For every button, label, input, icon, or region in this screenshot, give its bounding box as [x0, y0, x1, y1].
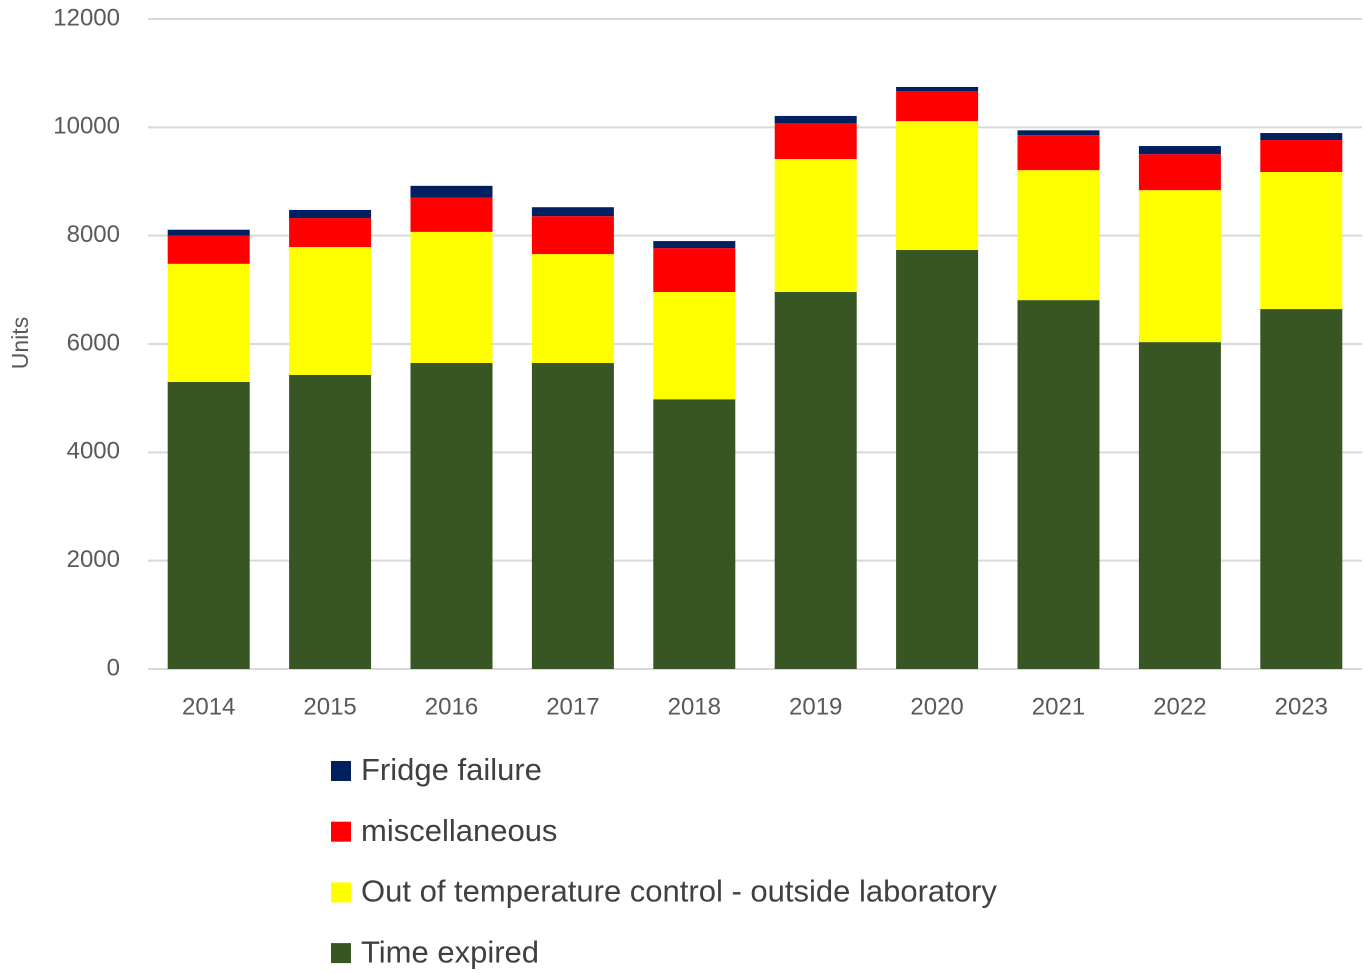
bar-segment	[1017, 135, 1100, 171]
bar-segment	[167, 381, 250, 669]
bar-segment	[653, 241, 736, 249]
bar-segment	[531, 254, 614, 363]
bar-segment	[289, 218, 372, 248]
legend-swatch	[331, 761, 351, 781]
bar-segment	[167, 263, 250, 382]
x-tick-label: 2014	[182, 693, 235, 720]
legend-label: Time expired	[361, 934, 539, 969]
bar-segment	[1138, 190, 1221, 343]
y-tick-label: 10000	[53, 113, 120, 140]
bar-segment	[1260, 172, 1343, 310]
bar-segment	[1138, 342, 1221, 669]
bar-segment	[653, 292, 736, 400]
bar-segment	[774, 115, 857, 123]
bar-segment	[653, 248, 736, 292]
x-tick-label: 2015	[303, 693, 356, 720]
legend-label: Fridge failure	[361, 752, 542, 787]
x-tick-label: 2022	[1153, 693, 1206, 720]
x-tick-label: 2018	[668, 693, 721, 720]
legend-swatch	[331, 821, 351, 842]
bar-segment	[167, 235, 250, 264]
bar-segment	[1260, 133, 1343, 141]
bar-segment	[896, 91, 979, 122]
bar-segment	[531, 216, 614, 255]
bar-segment	[289, 247, 372, 375]
bar-segment	[410, 185, 493, 198]
bar-segment	[896, 86, 979, 92]
bar-segment	[410, 362, 493, 669]
y-axis-label: Units	[7, 317, 33, 369]
y-tick-label: 4000	[67, 438, 120, 465]
bar-segment	[1017, 300, 1100, 669]
bar-segment	[1138, 146, 1221, 155]
x-tick-label: 2020	[910, 693, 963, 720]
legend-swatch	[331, 943, 351, 964]
bar-segment	[410, 197, 493, 232]
y-tick-label: 6000	[67, 329, 120, 356]
bar-segment	[167, 229, 250, 236]
bar-segment	[1017, 170, 1100, 301]
legend-label: Out of temperature control - outside lab…	[361, 874, 997, 909]
bar-segment	[896, 121, 979, 251]
bar-segment	[774, 123, 857, 160]
x-tick-label: 2016	[425, 693, 478, 720]
y-tick-label: 8000	[67, 221, 120, 248]
bar-segment	[1138, 154, 1221, 191]
bar-segment	[653, 399, 736, 669]
y-tick-label: 12000	[53, 4, 120, 31]
legend-swatch	[331, 882, 351, 903]
bar-segment	[410, 231, 493, 363]
bar-segment	[289, 209, 372, 219]
x-tick-label: 2021	[1032, 693, 1085, 720]
bar-segment	[289, 374, 372, 669]
y-tick-label: 0	[107, 654, 120, 681]
bar-segment	[774, 292, 857, 669]
bar-segment	[531, 362, 614, 669]
x-tick-label: 2017	[546, 693, 599, 720]
y-tick-label: 2000	[67, 546, 120, 573]
x-tick-label: 2023	[1275, 693, 1328, 720]
bar-segment	[1017, 130, 1100, 136]
x-tick-label: 2019	[789, 693, 842, 720]
bar-segment	[1260, 140, 1343, 173]
bar-segment	[1260, 309, 1343, 669]
legend-label: miscellaneous	[361, 813, 557, 848]
bar-segment	[774, 159, 857, 292]
bar-segment	[896, 250, 979, 670]
bar-segment	[531, 207, 614, 217]
